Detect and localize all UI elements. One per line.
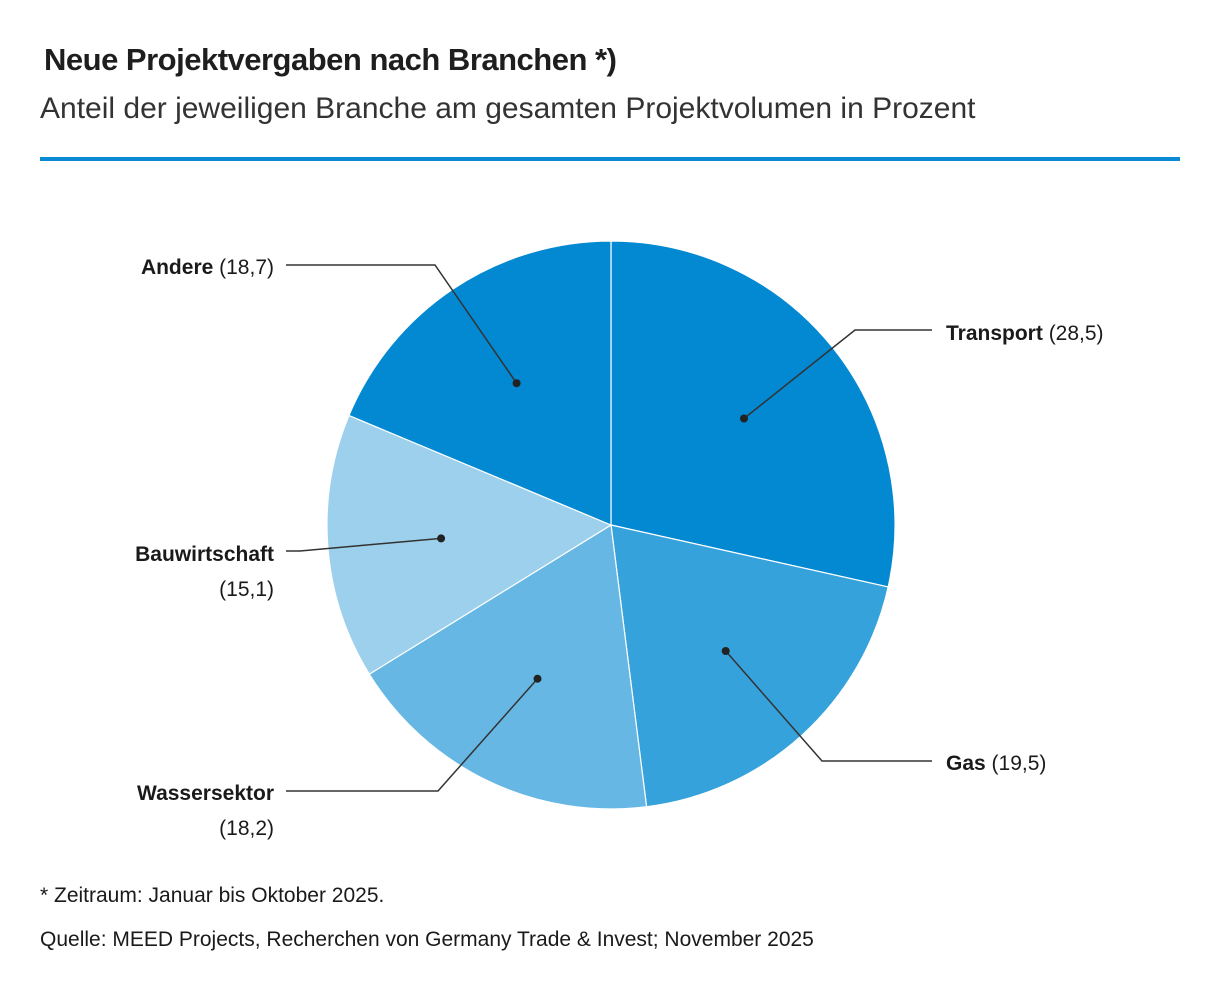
slice-value-andere: (18,7) (213, 256, 274, 279)
leader-dot-wassersektor (533, 674, 542, 683)
pie-slice-bauwirtschaft (326, 414, 613, 675)
leader-dot-transport (740, 414, 748, 423)
pie-slices (326, 240, 896, 810)
leader-line-andere (286, 264, 518, 384)
leader-line-wassersektor (286, 678, 539, 792)
slice-value-gas: (19,5) (986, 752, 1047, 775)
pie-slice-wassersektor (368, 523, 648, 810)
title-divider (40, 157, 1180, 161)
chart-title: Neue Projektvergaben nach Branchen *) (44, 42, 617, 77)
chart-subtitle: Anteil der jeweiligen Branche am gesamte… (40, 92, 976, 125)
slice-name-wassersektor: Wassersektor (137, 782, 274, 805)
slice-name-gas: Gas (946, 752, 986, 775)
leader-lines (286, 264, 932, 792)
leader-line-gas (725, 650, 932, 762)
leader-dot-andere (512, 379, 521, 388)
pie-slice-andere (348, 240, 612, 526)
slice-label-gas: Gas (19,5) (946, 752, 1046, 775)
leader-dot-bauwirtschaft (437, 534, 446, 543)
slice-label-transport: Transport (28,5) (946, 322, 1104, 345)
slice-name-transport: Transport (946, 322, 1043, 345)
leader-line-bauwirtschaft (286, 537, 442, 552)
slice-name-bauwirtschaft: Bauwirtschaft (135, 543, 274, 566)
pie-slice-gas (610, 524, 889, 808)
slice-labels: Transport (28,5) Gas (19,5) Wassersektor (1… (135, 256, 1103, 840)
slice-value-bauwirtschaft: (15,1) (219, 578, 274, 601)
source-note: Quelle: MEED Projects, Recherchen von Ge… (40, 928, 814, 951)
footnote: * Zeitraum: Januar bis Oktober 2025. (40, 884, 385, 907)
slice-value-transport: (28,5) (1043, 322, 1104, 345)
slice-label-andere: Andere (18,7) (141, 256, 274, 279)
slice-name-andere: Andere (141, 256, 213, 279)
leader-line-transport (743, 329, 932, 420)
leader-dot-gas (721, 647, 730, 655)
slice-value-wassersektor: (18,2) (219, 817, 274, 840)
